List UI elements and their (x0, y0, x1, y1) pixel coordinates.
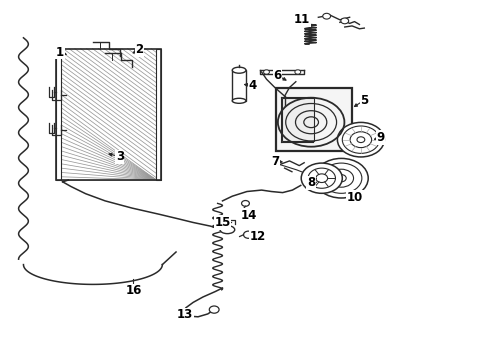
Circle shape (314, 158, 367, 198)
Circle shape (294, 70, 300, 74)
Bar (56, 49, 61, 180)
Bar (56, 49, 161, 180)
Text: 8: 8 (306, 176, 314, 189)
Text: 9: 9 (376, 131, 384, 144)
Circle shape (243, 231, 253, 238)
Text: 15: 15 (214, 216, 230, 229)
Text: 6: 6 (273, 69, 281, 82)
Circle shape (263, 70, 269, 74)
Circle shape (349, 132, 371, 148)
Text: 14: 14 (240, 209, 256, 222)
Text: 11: 11 (293, 13, 310, 26)
Circle shape (340, 18, 348, 24)
Bar (156, 49, 161, 180)
Bar (232, 70, 245, 101)
Circle shape (336, 175, 346, 182)
Text: 10: 10 (346, 191, 363, 204)
Bar (61, 49, 156, 180)
Text: 13: 13 (176, 309, 193, 321)
Bar (282, 98, 313, 141)
Text: 4: 4 (248, 79, 256, 92)
Circle shape (356, 137, 364, 143)
Ellipse shape (232, 98, 245, 103)
Circle shape (315, 174, 327, 183)
Circle shape (241, 201, 249, 206)
Circle shape (320, 163, 361, 193)
Circle shape (322, 13, 330, 19)
Circle shape (301, 163, 342, 193)
Text: 2: 2 (135, 43, 143, 56)
Circle shape (328, 169, 353, 187)
Text: 12: 12 (249, 230, 266, 243)
Ellipse shape (232, 67, 245, 73)
Text: 16: 16 (125, 284, 142, 297)
Circle shape (337, 122, 384, 157)
Text: 1: 1 (56, 46, 64, 59)
Ellipse shape (220, 226, 234, 234)
Circle shape (307, 168, 335, 188)
Circle shape (209, 306, 219, 313)
Text: 5: 5 (360, 94, 367, 107)
Bar (276, 88, 351, 151)
Text: 3: 3 (116, 150, 123, 163)
Circle shape (342, 126, 379, 153)
Text: 7: 7 (271, 155, 279, 168)
